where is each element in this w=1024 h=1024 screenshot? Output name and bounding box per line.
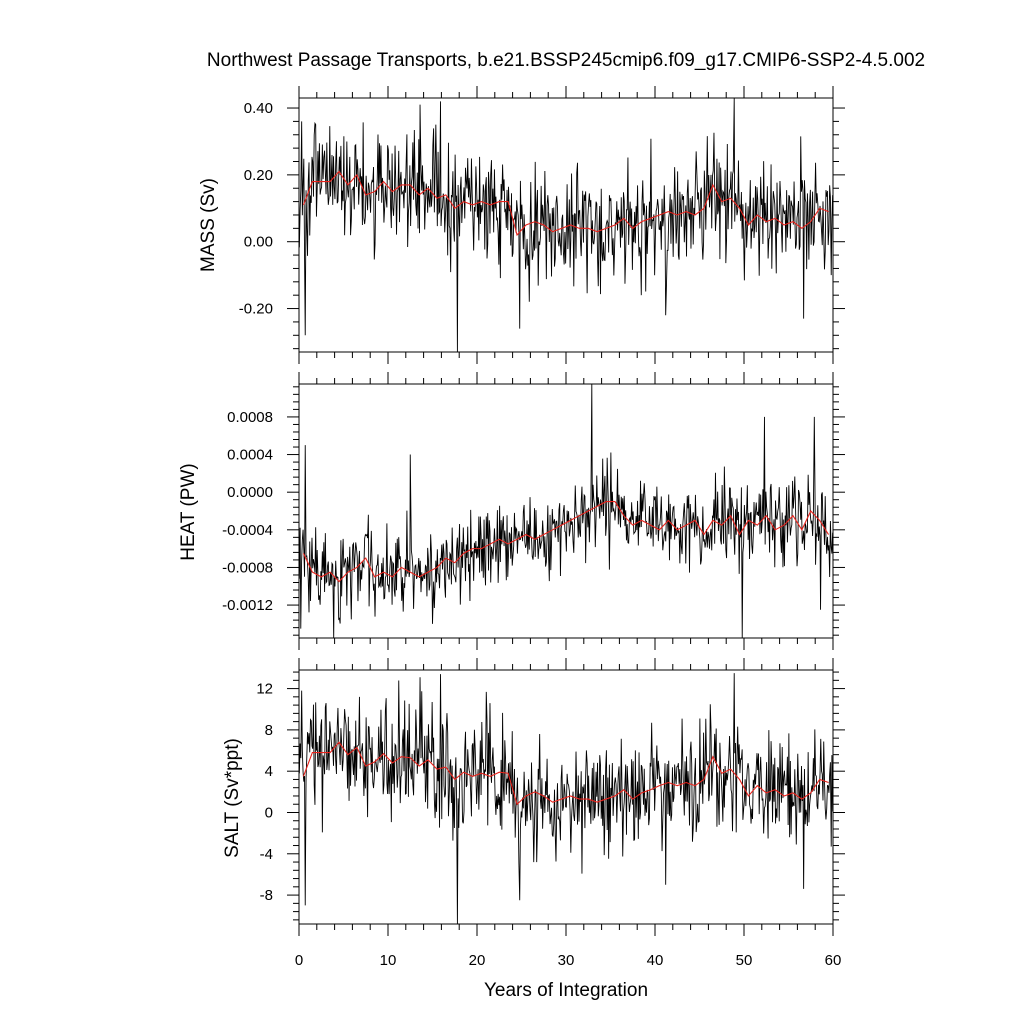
mass-y-tick-label: 0.40 — [244, 100, 273, 117]
heat-y-tick-label: 0.0000 — [227, 484, 273, 501]
x-tick-label: 40 — [647, 952, 664, 969]
salt-y-axis-label: SALT (Sv*ppt) — [222, 738, 243, 858]
x-tick-label: 0 — [295, 952, 303, 969]
salt-y-tick-label: 8 — [265, 722, 273, 739]
mass-y-tick-label: -0.20 — [239, 301, 273, 318]
x-tick-label: 30 — [558, 952, 575, 969]
heat-y-tick-label: 0.0008 — [227, 409, 273, 426]
heat-plot-frame — [298, 383, 834, 639]
heat-y-tick-label: 0.0004 — [227, 447, 273, 464]
heat-annual-mean-line — [302, 501, 830, 583]
x-tick-label: 50 — [736, 952, 753, 969]
mass-panel: MASS (Sv) -0.20 0.00 0.20 0.40 — [198, 86, 845, 364]
heat-y-tick-label: -0.0008 — [222, 559, 273, 576]
chart-title: Northwest Passage Transports, b.e21.BSSP… — [207, 50, 925, 71]
mass-y-tick-label: 0.00 — [244, 234, 273, 251]
x-tick-label: 60 — [825, 952, 842, 969]
salt-y-tick-label: 4 — [265, 763, 273, 780]
salt-panel: SALT (Sv*ppt) -8 -4 0 4 8 12 0 10 20 30 40 50 60 — [222, 658, 845, 969]
mass-annual-mean-line — [302, 170, 829, 237]
mass-monthly-line — [299, 98, 833, 352]
heat-y-tick-label: -0.0012 — [222, 597, 273, 614]
heat-y-tick-label: -0.0004 — [222, 522, 273, 539]
x-tick-label: 20 — [469, 952, 486, 969]
salt-y-tick-label: 0 — [265, 804, 273, 821]
heat-panel: HEAT (PW) -0.0012 -0.0008 -0.0004 0.0000 0.0… — [178, 372, 845, 650]
mass-y-axis-label: MASS (Sv) — [198, 178, 219, 272]
mass-y-tick-label: 0.20 — [244, 167, 273, 184]
salt-y-tick-label: -4 — [260, 846, 273, 863]
x-axis-label: Years of Integration — [484, 980, 648, 1001]
salt-monthly-line — [299, 673, 833, 924]
x-tick-label: 10 — [380, 952, 397, 969]
salt-y-tick-label: 12 — [256, 681, 273, 698]
heat-monthly-line — [299, 384, 833, 638]
salt-y-tick-label: -8 — [260, 887, 273, 904]
salt-annual-mean-line — [302, 741, 829, 806]
heat-y-axis-label: HEAT (PW) — [178, 463, 199, 560]
